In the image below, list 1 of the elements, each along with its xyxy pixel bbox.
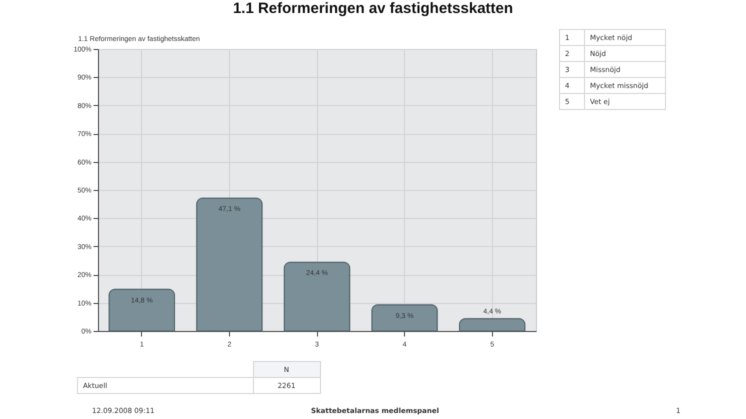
chart-title: 1.1 Reformeringen av fastighetsskatten [232,0,514,17]
